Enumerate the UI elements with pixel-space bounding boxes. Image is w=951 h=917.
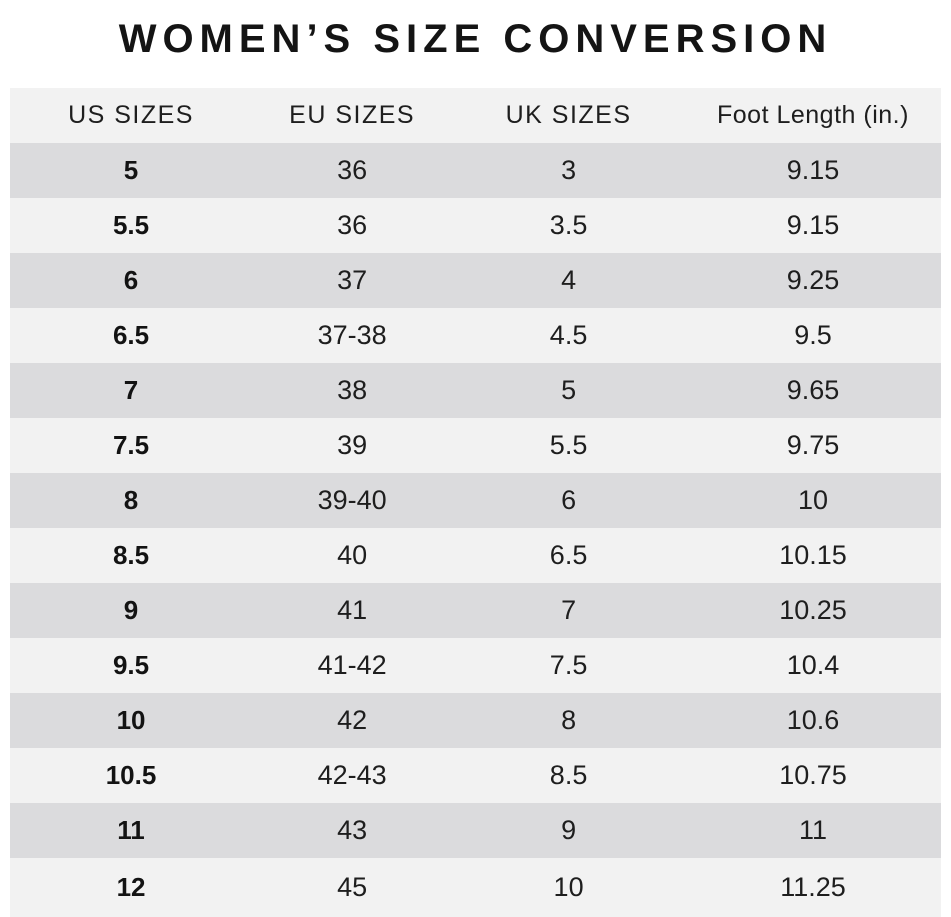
uk-size-cell: 8 — [561, 705, 577, 735]
table-row: 8 39-40 6 10 — [10, 473, 941, 528]
foot-length-cell: 10 — [797, 485, 828, 515]
us-size-cell: 12 — [116, 872, 146, 902]
foot-length-cell: 9.15 — [786, 155, 840, 185]
eu-size-cell: 38 — [337, 375, 368, 405]
uk-size-cell: 6.5 — [549, 540, 588, 570]
us-size-cell: 11 — [117, 815, 145, 845]
eu-size-cell: 39-40 — [317, 485, 387, 515]
us-size-cell: 5 — [123, 155, 139, 185]
us-size-cell: 6.5 — [112, 320, 150, 350]
foot-length-cell: 10.25 — [779, 595, 847, 625]
table-row: 6.5 37-38 4.5 9.5 — [10, 308, 941, 363]
foot-length-cell: 10.4 — [786, 650, 840, 680]
foot-length-cell: 10.75 — [779, 760, 847, 790]
table-row: 9 41 7 10.25 — [10, 583, 941, 638]
table-row: 10 42 8 10.6 — [10, 693, 941, 748]
uk-size-cell: 6 — [561, 485, 577, 515]
eu-size-cell: 39 — [337, 430, 368, 460]
eu-size-cell: 37-38 — [317, 320, 387, 350]
foot-length-cell: 9.75 — [786, 430, 840, 460]
eu-size-cell: 41-42 — [317, 650, 387, 680]
table-row: 11 43 9 11 — [10, 803, 941, 858]
us-size-cell: 7.5 — [112, 430, 150, 460]
table-header-row: US SIZES EU SIZES UK SIZES Foot Length (in.… — [10, 88, 941, 143]
eu-size-cell: 43 — [337, 815, 368, 845]
foot-length-cell: 10.6 — [786, 705, 840, 735]
column-header-us: US SIZES — [10, 88, 253, 143]
foot-length-cell: 9.25 — [786, 265, 840, 295]
us-size-cell: 9 — [123, 595, 139, 625]
uk-size-cell: 7.5 — [549, 650, 588, 680]
table-row: 10.5 42-43 8.5 10.75 — [10, 748, 941, 803]
us-size-cell: 6 — [123, 265, 139, 295]
foot-length-cell: 11 — [798, 815, 827, 845]
column-header-foot-length: Foot Length (in.) — [684, 88, 941, 143]
uk-size-cell: 9 — [561, 815, 577, 845]
eu-size-cell: 37 — [337, 265, 368, 295]
foot-length-cell: 9.65 — [786, 375, 840, 405]
us-size-cell: 8.5 — [112, 540, 150, 570]
uk-size-cell: 4.5 — [549, 320, 588, 350]
uk-size-cell: 8.5 — [549, 760, 588, 790]
eu-size-cell: 36 — [337, 155, 368, 185]
table-row: 8.5 40 6.5 10.15 — [10, 528, 941, 583]
eu-size-cell: 42 — [337, 705, 368, 735]
us-size-cell: 9.5 — [112, 650, 150, 680]
table-body: 5 36 3 9.15 5.5 36 3.5 9.15 6 37 4 9.25 6.5 37-38 4.5 9… — [10, 143, 941, 917]
uk-size-cell: 3.5 — [549, 210, 588, 240]
us-size-cell: 8 — [123, 485, 139, 515]
us-size-cell: 10.5 — [105, 760, 157, 790]
foot-length-cell: 9.15 — [786, 210, 840, 240]
page-title: WOMEN’S SIZE CONVERSION — [118, 17, 833, 61]
eu-size-cell: 42-43 — [317, 760, 387, 790]
uk-size-cell: 3 — [561, 155, 577, 185]
uk-size-cell: 7 — [561, 595, 577, 625]
foot-length-cell: 9.5 — [794, 320, 832, 350]
eu-size-cell: 36 — [337, 210, 368, 240]
uk-size-cell: 5 — [561, 375, 577, 405]
table-row: 6 37 4 9.25 — [10, 253, 941, 308]
uk-size-cell: 10 — [553, 872, 584, 902]
uk-size-cell: 5.5 — [549, 430, 588, 460]
size-conversion-table: US SIZES EU SIZES UK SIZES Foot Length (in.… — [10, 88, 941, 917]
table-row: 12 45 10 11.25 — [10, 858, 941, 917]
foot-length-cell: 11.25 — [780, 872, 846, 902]
uk-size-cell: 4 — [561, 265, 577, 295]
foot-length-cell: 10.15 — [779, 540, 847, 570]
table-row: 5.5 36 3.5 9.15 — [10, 198, 941, 253]
column-header-eu: EU SIZES — [252, 88, 453, 143]
table-row: 7 38 5 9.65 — [10, 363, 941, 418]
us-size-cell: 5.5 — [112, 210, 150, 240]
eu-size-cell: 45 — [337, 872, 368, 902]
eu-size-cell: 40 — [337, 540, 368, 570]
column-header-uk: UK SIZES — [452, 88, 685, 143]
table-row: 7.5 39 5.5 9.75 — [10, 418, 941, 473]
us-size-cell: 7 — [123, 375, 139, 405]
eu-size-cell: 41 — [337, 595, 368, 625]
table-row: 9.5 41-42 7.5 10.4 — [10, 638, 941, 693]
us-size-cell: 10 — [116, 705, 146, 735]
table-row: 5 36 3 9.15 — [10, 143, 941, 198]
